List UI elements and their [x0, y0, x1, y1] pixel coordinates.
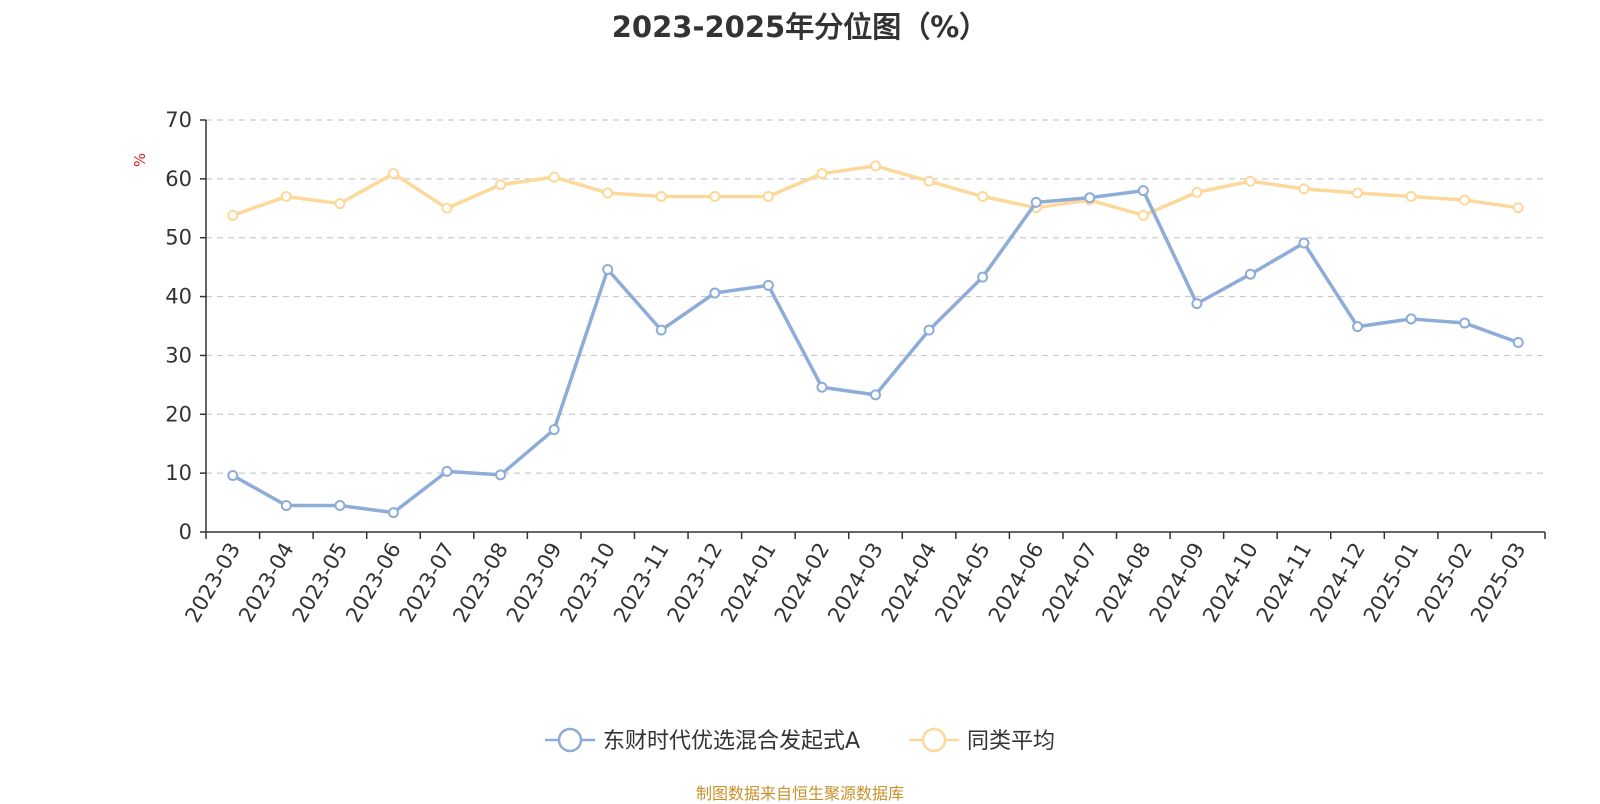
y-tick-label: 30 — [165, 343, 192, 367]
legend-label[interactable]: 同类平均 — [967, 729, 1055, 754]
data-point[interactable] — [1352, 187, 1364, 199]
data-point[interactable] — [441, 465, 453, 477]
data-point[interactable] — [1191, 186, 1203, 198]
data-point[interactable] — [977, 191, 989, 203]
data-point[interactable] — [548, 171, 560, 183]
data-point[interactable] — [334, 500, 346, 512]
data-point[interactable] — [1244, 268, 1256, 280]
data-point[interactable] — [387, 168, 399, 180]
data-point[interactable] — [870, 389, 881, 401]
series-line — [232, 164, 1519, 218]
legend-label[interactable]: 东财时代优选混合发起式A — [603, 729, 860, 754]
data-point[interactable] — [1459, 194, 1471, 206]
data-point[interactable] — [1084, 192, 1096, 204]
source-note: 制图数据来自恒生聚源数据库 — [695, 784, 904, 803]
data-point[interactable] — [1030, 196, 1042, 208]
y-tick-label: 50 — [165, 226, 192, 250]
y-tick-label: 0 — [179, 520, 192, 544]
grid-lines — [206, 119, 1545, 474]
data-point[interactable] — [870, 160, 881, 172]
data-point[interactable] — [280, 500, 292, 512]
data-point[interactable] — [816, 168, 828, 180]
y-axis-label: % — [131, 153, 149, 167]
data-point[interactable] — [709, 191, 721, 203]
data-point[interactable] — [923, 175, 935, 187]
data-point[interactable] — [1512, 202, 1524, 214]
data-point[interactable] — [923, 324, 935, 336]
data-point[interactable] — [227, 469, 239, 481]
data-point[interactable] — [655, 324, 667, 336]
data-point[interactable] — [1352, 321, 1364, 333]
data-point[interactable] — [495, 469, 507, 481]
data-point[interactable] — [1298, 237, 1310, 249]
y-tick-label: 70 — [165, 108, 192, 132]
legend[interactable]: 东财时代优选混合发起式A 同类平均 — [545, 727, 1055, 754]
axes — [200, 119, 1546, 539]
chart-title: 2023-2025年分位图（%） — [611, 10, 989, 44]
data-point[interactable] — [977, 271, 989, 283]
series-line — [231, 188, 1519, 515]
y-tick-label: 60 — [165, 167, 192, 191]
data-point[interactable] — [1298, 183, 1310, 195]
data-point[interactable] — [602, 187, 614, 199]
data-point[interactable] — [1405, 191, 1417, 203]
data-point[interactable] — [1191, 298, 1203, 310]
data-point[interactable] — [1459, 317, 1471, 329]
y-tick-label: 10 — [165, 461, 192, 485]
y-tick-label: 40 — [165, 285, 192, 309]
series-group — [227, 160, 1524, 519]
x-tick-labels: 2023-032023-042023-052023-062023-072023-… — [180, 539, 1530, 627]
data-point[interactable] — [1405, 313, 1417, 325]
data-point[interactable] — [762, 279, 774, 291]
data-point[interactable] — [1137, 185, 1149, 197]
data-point[interactable] — [655, 191, 667, 203]
y-tick-labels: 0 10 20 30 40 50 60 70 — [165, 108, 192, 544]
data-point[interactable] — [548, 424, 560, 436]
data-point[interactable] — [816, 381, 828, 393]
data-point[interactable] — [441, 202, 453, 214]
data-point[interactable] — [1512, 336, 1524, 348]
data-point[interactable] — [227, 209, 239, 221]
data-point[interactable] — [762, 191, 774, 203]
data-point[interactable] — [1244, 175, 1256, 187]
data-point[interactable] — [602, 263, 614, 275]
data-point[interactable] — [334, 198, 346, 210]
y-tick-label: 20 — [165, 402, 192, 426]
data-point[interactable] — [1137, 209, 1149, 221]
legend-marker[interactable] — [557, 727, 583, 753]
data-point[interactable] — [387, 507, 399, 519]
legend-marker[interactable] — [921, 727, 947, 753]
data-point[interactable] — [280, 191, 292, 203]
data-point[interactable] — [709, 287, 721, 299]
data-point[interactable] — [495, 179, 507, 191]
